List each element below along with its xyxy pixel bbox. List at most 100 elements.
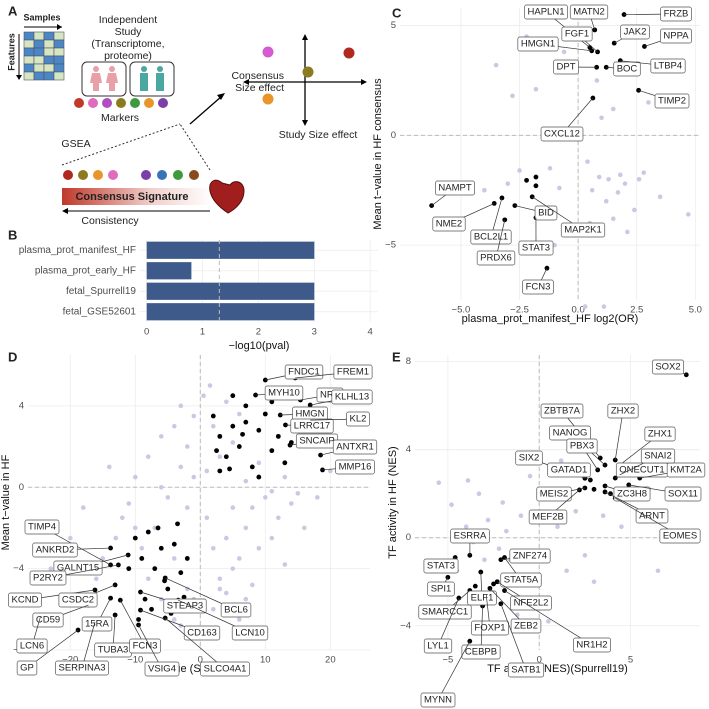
- point: [467, 638, 473, 644]
- x-axis-title: plasma_prot_manifest_HF log2(OR): [462, 313, 639, 325]
- point: [165, 586, 171, 592]
- label-box: [418, 604, 472, 620]
- label-text: FCN3: [526, 282, 551, 293]
- point-label: EOMES: [659, 528, 701, 544]
- label-text: DPT: [557, 62, 576, 73]
- point: [463, 524, 469, 530]
- label-text: MATN2: [573, 7, 605, 18]
- point: [527, 473, 533, 479]
- point-label: TIMP2: [654, 93, 690, 109]
- point: [496, 546, 502, 552]
- point-label: ZHX1: [644, 426, 676, 442]
- point-label: ZEB2: [510, 618, 542, 634]
- point: [171, 541, 177, 547]
- point: [48, 566, 54, 571]
- point-label: MYH10: [264, 385, 304, 401]
- marker-dots: [74, 98, 168, 108]
- leader-line: [120, 599, 146, 647]
- consensus-axis-label: Size effect: [235, 82, 284, 94]
- point: [184, 444, 190, 449]
- leader-line: [437, 597, 460, 647]
- label-text: SATB1: [511, 665, 540, 676]
- point: [302, 525, 307, 531]
- point-label: GP: [16, 660, 38, 676]
- point: [237, 617, 242, 622]
- point: [100, 556, 106, 561]
- label-text: SPI1: [431, 584, 452, 595]
- point-label: SNCAIP: [295, 433, 339, 449]
- point: [191, 413, 197, 419]
- point: [67, 535, 73, 541]
- point: [243, 596, 249, 602]
- label-text: SERPINA3: [59, 663, 106, 674]
- point-label: NPPA: [660, 28, 692, 44]
- point: [564, 568, 569, 574]
- point: [533, 86, 539, 92]
- point: [165, 495, 171, 500]
- label-box: [644, 426, 676, 442]
- category-label: plasma_prot_manifest_HF: [19, 245, 136, 256]
- label-box: [536, 486, 572, 502]
- point: [184, 556, 190, 561]
- point: [465, 478, 471, 483]
- y-tick-label: 4: [406, 444, 411, 455]
- label-box: [650, 58, 686, 74]
- point: [589, 187, 595, 193]
- point: [211, 607, 216, 612]
- arrowhead: [217, 93, 225, 100]
- point: [557, 185, 562, 191]
- point: [601, 304, 607, 309]
- label-text: ELF1: [471, 593, 494, 604]
- chart-panel: C −5.0 −2.5 0.0 2.5 5.0 −5 0 5 plasma_prot_manife…: [372, 4, 702, 325]
- study-axis-label: Study Size effect: [279, 129, 358, 141]
- label-text: HAPLN1: [528, 7, 565, 18]
- label-box: [346, 411, 370, 427]
- category-label: plasma_prot_early_HF: [35, 265, 136, 276]
- point: [262, 411, 268, 417]
- point: [275, 433, 281, 439]
- label-text: FGF1: [565, 29, 589, 40]
- point-label: BCL6: [220, 602, 252, 618]
- point: [436, 480, 442, 485]
- label-text: PRDX6: [480, 253, 512, 264]
- point: [171, 556, 177, 561]
- point-label: ZHX2: [607, 403, 639, 419]
- label-box: [640, 448, 676, 464]
- point: [145, 454, 151, 460]
- point: [619, 524, 624, 530]
- point: [243, 403, 249, 409]
- point-label: CXCL12: [540, 126, 584, 142]
- point: [240, 431, 245, 437]
- point-label: GATAD1: [547, 462, 591, 478]
- label-text: HMGN1: [521, 39, 555, 50]
- point-label: SOX11: [664, 486, 702, 502]
- point: [573, 509, 579, 514]
- point: [145, 576, 151, 582]
- label-text: BCL2L1: [474, 232, 508, 243]
- label-box: [332, 439, 378, 455]
- x-tick-label: 5: [628, 655, 633, 666]
- point-label: FNDC1: [284, 364, 324, 380]
- dot: [262, 46, 274, 58]
- label-box: [16, 638, 48, 654]
- point: [608, 491, 613, 497]
- point: [181, 594, 187, 600]
- point-label: PRDX6: [476, 250, 516, 266]
- point-label: SNAI2: [640, 448, 676, 464]
- point-label: MEF2B: [528, 509, 568, 525]
- heart-icon: [209, 179, 245, 214]
- label-box: [284, 364, 324, 380]
- point: [230, 393, 236, 399]
- point: [223, 454, 229, 460]
- point-label: NR1H2: [573, 637, 611, 653]
- point: [158, 484, 164, 490]
- label-text: GP: [20, 663, 34, 674]
- label-text: BOC: [617, 64, 638, 75]
- point: [250, 505, 255, 510]
- label-text: NME2: [436, 219, 462, 230]
- label-box: [335, 459, 375, 475]
- label-text: ZBTB7A: [544, 406, 581, 417]
- point: [256, 460, 262, 466]
- point: [276, 515, 281, 521]
- point-label: STAT3: [423, 558, 459, 574]
